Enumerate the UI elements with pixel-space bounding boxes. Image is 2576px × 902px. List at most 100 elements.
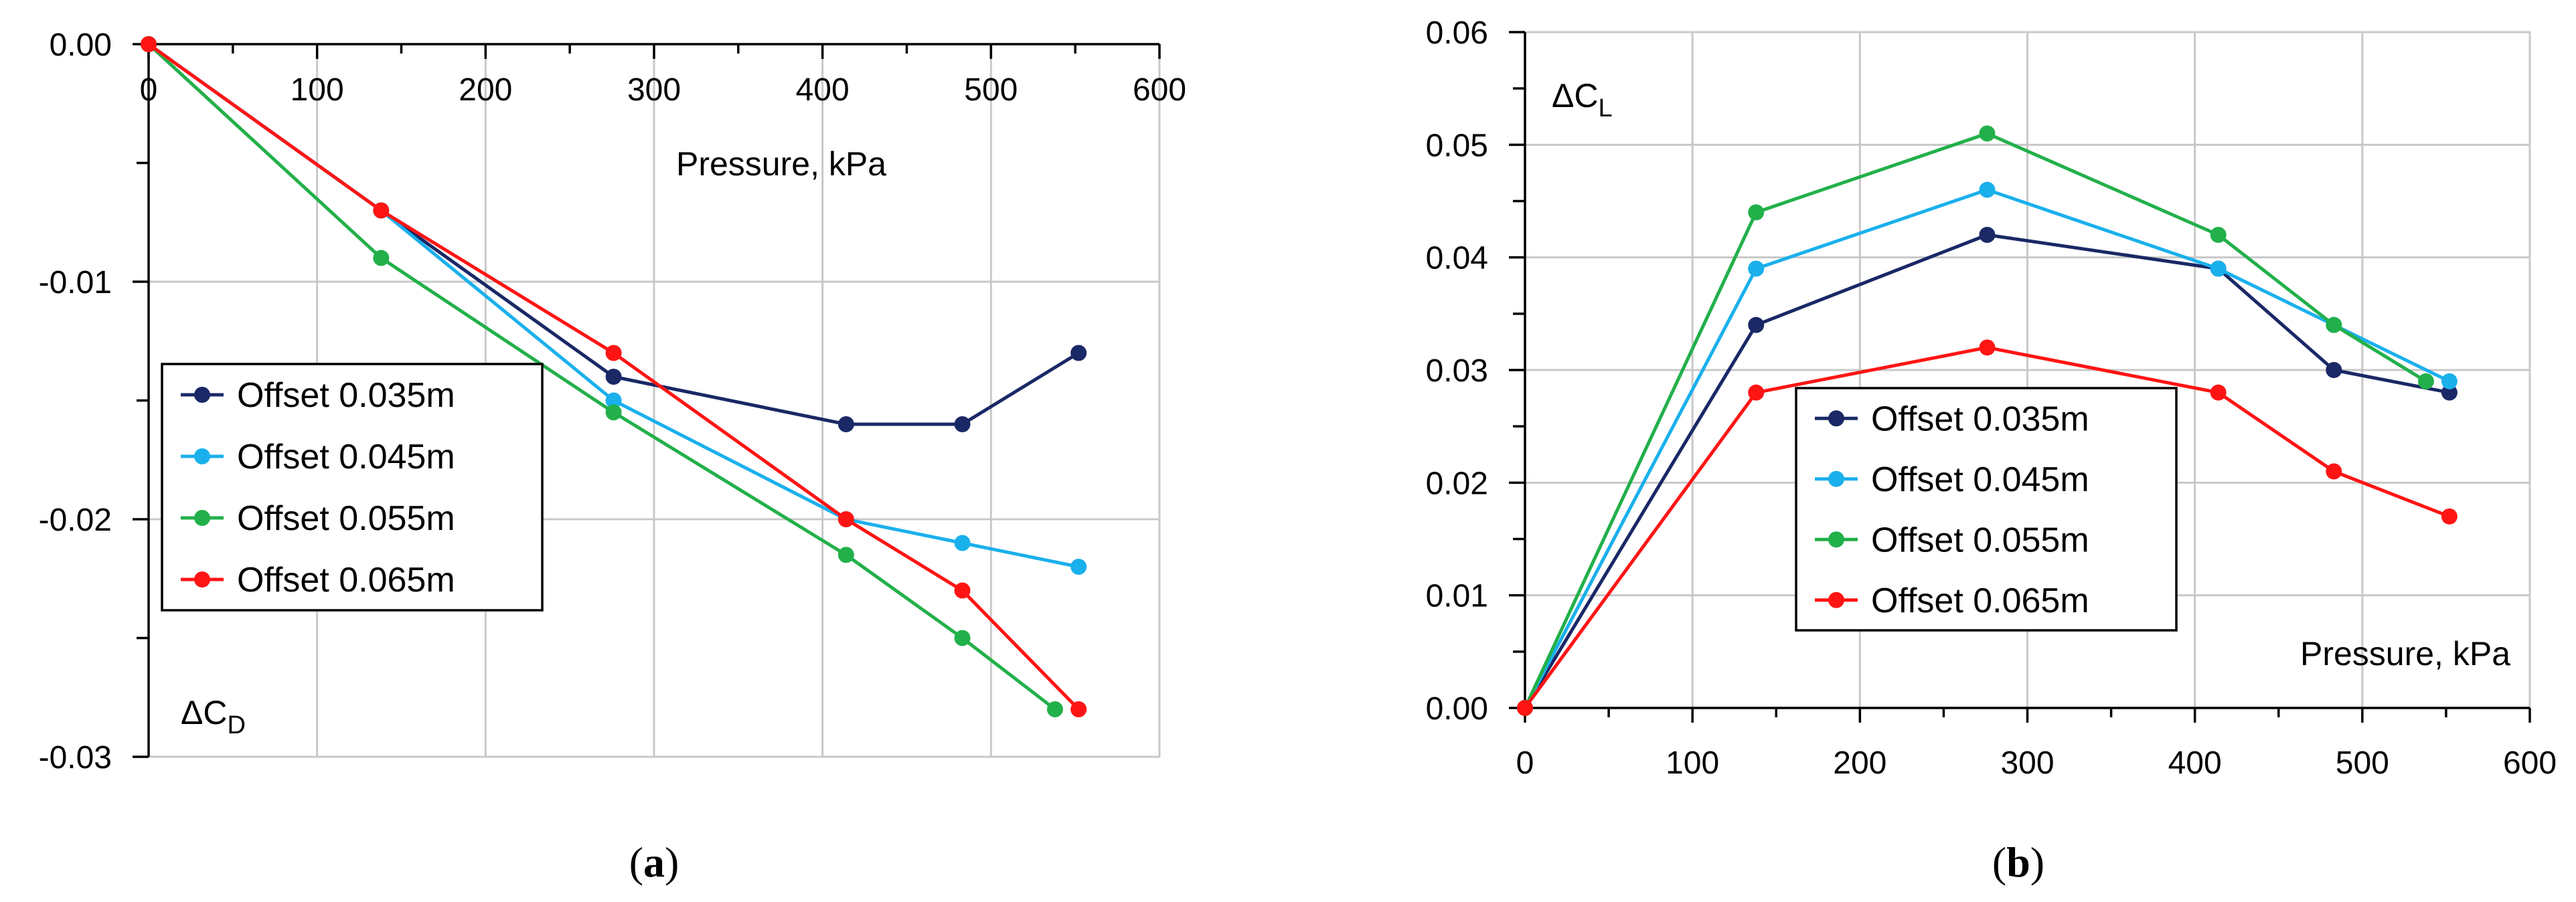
data-point — [1748, 260, 1765, 277]
legend-swatch-marker — [1828, 531, 1844, 548]
data-point — [2441, 508, 2458, 525]
data-point — [2326, 317, 2342, 333]
panel-label-close: ) — [665, 838, 679, 886]
x-tick-label: 300 — [2000, 745, 2054, 781]
legend-box — [1795, 387, 2178, 632]
y-tick-label: 0.01 — [1426, 579, 1488, 614]
x-axis-label: Pressure, kPa — [2300, 635, 2510, 672]
data-point — [605, 369, 622, 385]
chart-a: 01002003004005006000.00-0.01-0.02-0.03Pr… — [39, 27, 1186, 886]
y-axis-label-sub: L — [1599, 94, 1613, 122]
legend-label: Offset 0.035m — [1871, 399, 2089, 438]
data-point — [1748, 204, 1765, 221]
legend-label: Offset 0.055m — [237, 499, 455, 538]
data-point — [141, 36, 157, 52]
legend-item: Offset 0.045m — [181, 438, 455, 476]
legend-label: Offset 0.045m — [237, 438, 455, 476]
panel-label-open: ( — [1992, 838, 2006, 886]
legend: Offset 0.035m Offset 0.045m Offset 0.055m O… — [161, 363, 544, 612]
data-point — [837, 547, 854, 563]
data-point — [1979, 181, 1996, 198]
x-tick-label: 100 — [1666, 745, 1719, 781]
legend-label: Offset 0.045m — [1871, 460, 2089, 499]
panel-label-letter: a — [643, 838, 665, 886]
data-point — [1979, 125, 1996, 142]
x-tick-label: 300 — [627, 72, 681, 108]
legend-item: Offset 0.055m — [181, 499, 455, 538]
data-point — [954, 535, 971, 551]
legend-item: Offset 0.055m — [1815, 521, 2089, 559]
data-point — [954, 630, 971, 646]
data-point — [2326, 362, 2342, 378]
panel-label-letter: b — [2006, 838, 2030, 886]
series-line-2 — [1523, 132, 2427, 709]
legend-item: Offset 0.065m — [181, 561, 455, 600]
data-point — [1070, 345, 1087, 361]
legend-swatch-marker — [1828, 410, 1844, 427]
data-point — [1046, 701, 1063, 717]
x-tick-label: 400 — [796, 72, 850, 108]
panel-label-open: ( — [629, 838, 643, 886]
y-tick-label: 0.06 — [1426, 15, 1488, 51]
legend-swatch-marker — [194, 387, 210, 403]
data-point — [954, 582, 971, 599]
data-point — [2441, 384, 2458, 401]
series-line-1 — [1523, 188, 2451, 709]
y-tick-label: 0.02 — [1426, 466, 1488, 501]
panel-label-close: ) — [2030, 838, 2044, 886]
legend-swatch-marker — [194, 571, 210, 588]
series-line-3 — [147, 42, 1080, 711]
x-tick-label: 500 — [964, 72, 1018, 108]
series-line-0 — [1523, 233, 2450, 709]
panel-label: (a) — [629, 838, 679, 886]
x-tick-label: 200 — [1833, 745, 1886, 781]
data-point — [605, 345, 622, 361]
x-tick-label: 200 — [459, 72, 512, 108]
x-tick-label: 600 — [1133, 72, 1186, 108]
x-axis-label: Pressure, kPa — [676, 145, 886, 183]
data-point — [605, 392, 622, 409]
data-point — [954, 416, 971, 432]
legend-item: Offset 0.045m — [1815, 460, 2089, 499]
y-tick-label: -0.03 — [39, 740, 112, 776]
data-point — [373, 202, 390, 219]
legend-label: Offset 0.065m — [1871, 581, 2089, 620]
data-point — [1979, 227, 1996, 243]
data-point — [1748, 384, 1765, 401]
x-tick-label: 400 — [2168, 745, 2222, 781]
series-line-3 — [1523, 345, 2450, 709]
legend-label: Offset 0.055m — [1871, 521, 2089, 559]
legend-box — [161, 363, 544, 612]
legend-swatch-marker — [194, 448, 210, 464]
data-point — [837, 416, 854, 432]
data-point — [373, 250, 390, 266]
data-point — [2210, 260, 2227, 277]
legend-item: Offset 0.035m — [1815, 399, 2089, 438]
y-axis-label-main: ΔC — [181, 694, 228, 731]
series-line-2 — [147, 43, 1056, 711]
y-axis-label: ΔCL — [1552, 77, 1613, 122]
y-tick-label: -0.02 — [39, 503, 112, 538]
y-axis-label-sub: D — [228, 711, 246, 739]
data-point — [1070, 559, 1087, 575]
y-axis-label-main: ΔC — [1552, 77, 1599, 114]
data-point — [837, 511, 854, 527]
x-tick-label: 0 — [1516, 745, 1534, 781]
data-point — [2441, 373, 2458, 389]
chart-b: 0 100 200 300 400 500 600 0.00 0.01 0.02 0.03 0.04 0… — [1426, 15, 2557, 886]
legend-label: Offset 0.065m — [237, 561, 455, 600]
y-tick-label: -0.01 — [39, 265, 112, 300]
x-tick-label: 100 — [291, 72, 344, 108]
y-tick-label: 0.05 — [1426, 128, 1488, 163]
legend-swatch-marker — [1828, 470, 1844, 487]
data-point — [605, 404, 622, 421]
legend-label: Offset 0.035m — [237, 376, 455, 415]
data-point — [2417, 373, 2434, 389]
panel-label: (b) — [1992, 838, 2044, 886]
x-tick-label: 500 — [2336, 745, 2389, 781]
y-tick-label: 0.00 — [50, 27, 112, 63]
legend: Offset 0.035m Offset 0.045m Offset 0.055m O… — [1795, 387, 2178, 632]
legend-swatch-marker — [1828, 592, 1844, 608]
y-axis-label: ΔCD — [181, 694, 246, 739]
